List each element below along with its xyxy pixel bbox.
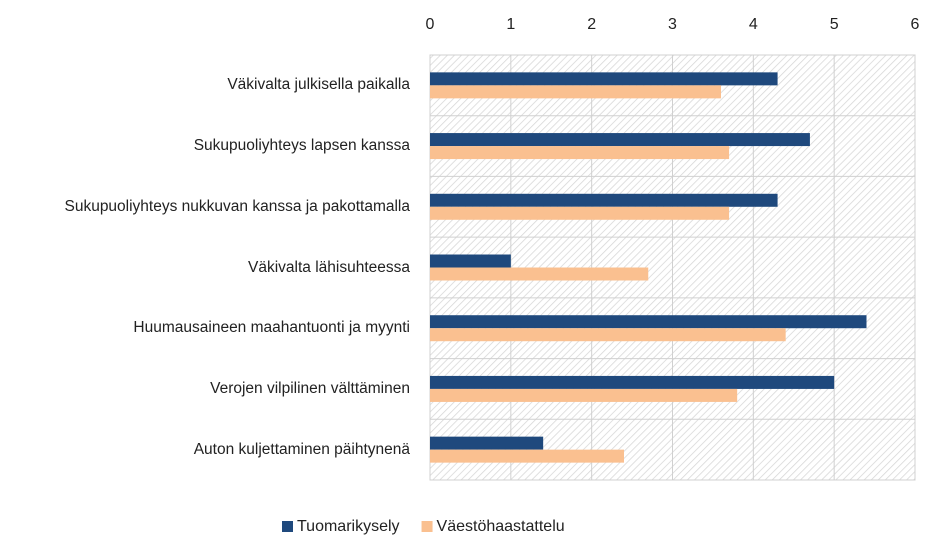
y-tick-label: Sukupuoliyhteys nukkuvan kanssa ja pakot… [64, 197, 410, 215]
x-tick-label: 3 [668, 16, 677, 33]
bar [430, 388, 738, 402]
y-tick-label: Auton kuljettaminen päihtynenä [193, 440, 410, 458]
y-tick-label: Verojen vilpilinen välttäminen [210, 379, 410, 397]
bar [430, 146, 730, 160]
y-tick-label: Huumausaineen maahantuonti ja myynti [133, 319, 410, 337]
bar [430, 436, 544, 450]
legend-label: Tuomarikysely [297, 518, 400, 535]
bar [430, 133, 810, 147]
bar [430, 85, 721, 99]
x-tick-label: 5 [830, 16, 839, 33]
bar [430, 375, 835, 389]
x-tick-label: 6 [911, 16, 920, 33]
bar [430, 254, 511, 268]
legend-swatch [282, 521, 293, 532]
bar [430, 328, 786, 342]
x-tick-label: 2 [587, 16, 596, 33]
x-tick-label: 1 [506, 16, 515, 33]
legend-swatch [421, 521, 433, 532]
bar [430, 72, 778, 86]
y-tick-label: Väkivalta julkisella paikalla [227, 76, 410, 94]
y-tick-label: Väkivalta lähisuhteessa [248, 258, 410, 276]
y-tick-label: Sukupuoliyhteys lapsen kanssa [193, 137, 410, 155]
bar [430, 193, 778, 207]
bar [430, 267, 649, 281]
bar [430, 206, 730, 220]
x-tick-label: 4 [749, 16, 758, 33]
bar [430, 449, 624, 463]
bar [430, 315, 867, 329]
legend-label: Väestöhaastattelu [437, 518, 565, 535]
x-tick-label: 0 [426, 16, 435, 33]
